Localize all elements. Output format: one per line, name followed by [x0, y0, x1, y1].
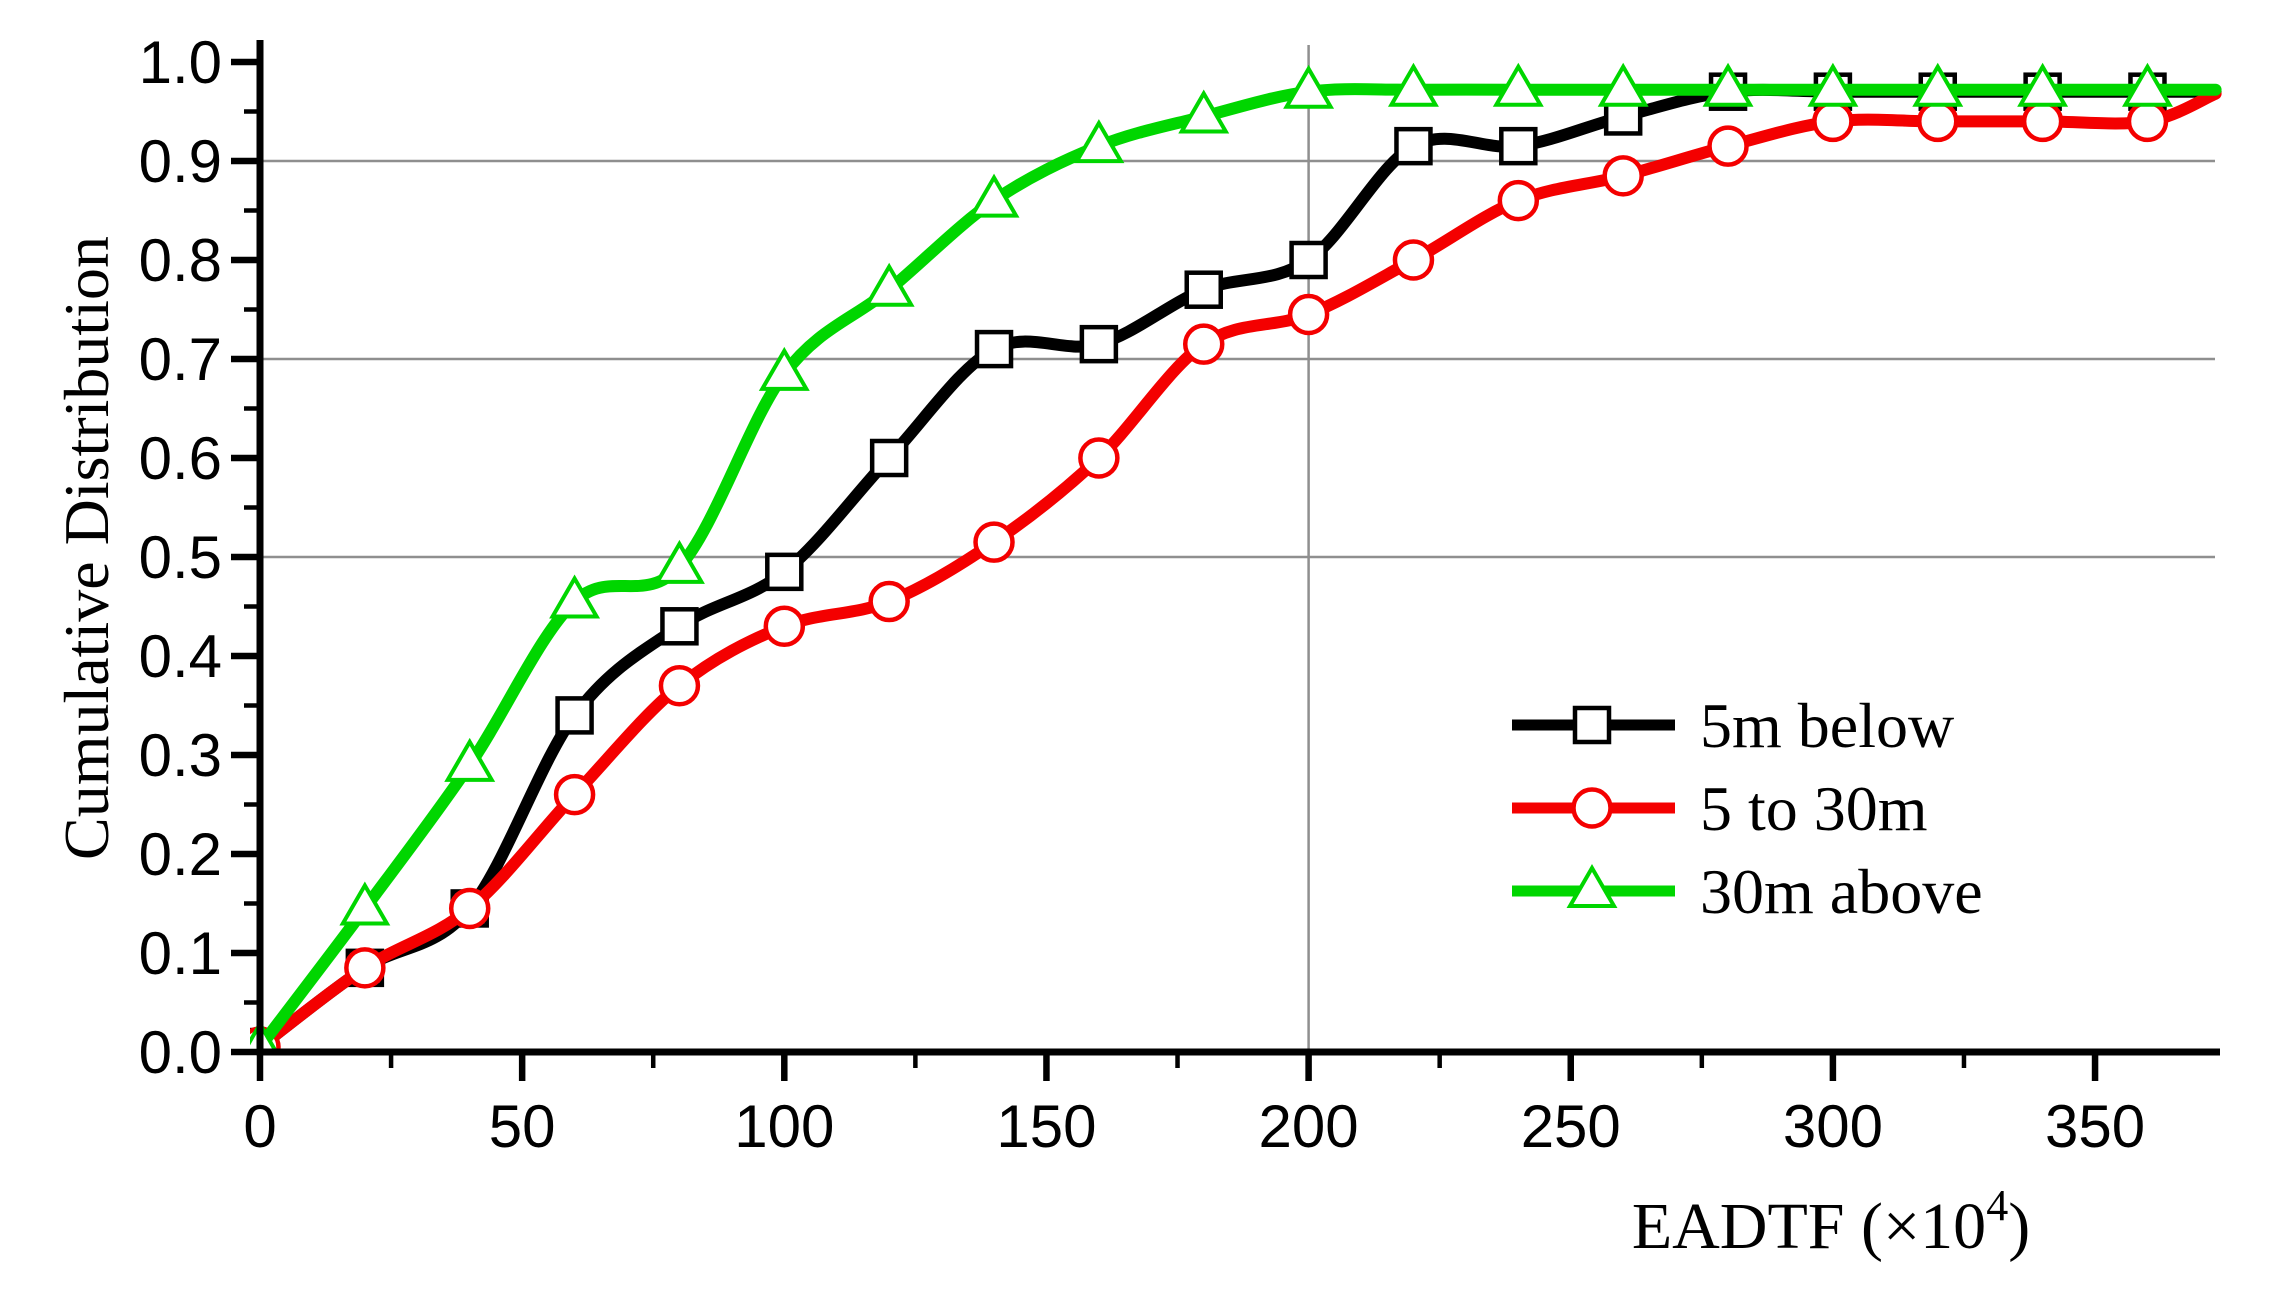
square-marker [1499, 126, 1538, 166]
circle-marker [1392, 239, 1435, 281]
triangle-marker [444, 737, 496, 782]
square-marker [765, 552, 804, 592]
legend-square-marker [1572, 705, 1612, 745]
circle-marker [1917, 100, 1959, 143]
triangle-marker [1178, 89, 1230, 134]
y-tick-label-0.9: 0.9 [139, 128, 222, 195]
legend-label-5m-below: 5m below [1700, 690, 1954, 761]
circle-marker [1497, 179, 1540, 222]
gridlines [262, 45, 2215, 1052]
triangle-marker [1492, 62, 1544, 107]
axis-titles: Cumulative Distribution EADTF (×104) [51, 236, 2030, 1263]
y-tick-label-0.4: 0.4 [139, 623, 222, 690]
y-tick-label-0.5: 0.5 [139, 524, 222, 591]
circle-marker [658, 664, 701, 707]
triangle-marker [549, 574, 601, 619]
circle-marker [1078, 437, 1120, 479]
square-marker [1289, 240, 1328, 280]
circle-marker [1287, 293, 1330, 336]
legend-label-5-to-30m: 5 to 30m [1700, 773, 1928, 844]
x-axis-title: EADTF (×104) [1632, 1181, 2030, 1263]
plot-series [250, 62, 2222, 1054]
triangle-marker [968, 173, 1020, 218]
square-marker [1079, 324, 1119, 364]
legend-circle-marker [1571, 787, 1613, 829]
circle-marker [763, 605, 806, 648]
triangle-marker [1912, 62, 1964, 107]
x-tick-label-150: 150 [996, 1093, 1096, 1160]
circle-marker [2126, 100, 2169, 143]
triangle-marker [1387, 62, 1439, 107]
y-tick-label-0.0: 0.0 [139, 1019, 222, 1086]
y-tick-label-0.1: 0.1 [139, 920, 222, 987]
x-tick-label-200: 200 [1259, 1093, 1359, 1160]
triangle-marker [1702, 62, 1754, 107]
triangle-marker [339, 881, 391, 926]
square-marker [660, 607, 699, 646]
triangle-marker [2122, 62, 2173, 107]
legend-entry-30m-above: 30m above [1512, 856, 1983, 927]
square-marker [555, 696, 594, 735]
y-tick-label-0.7: 0.7 [139, 326, 222, 393]
triangle-marker [863, 262, 915, 307]
y-tick-label-1.0: 1.0 [139, 29, 222, 96]
circle-marker [973, 521, 1015, 563]
y-tick-label-0.2: 0.2 [139, 821, 222, 888]
axes [231, 40, 2220, 1081]
x-tick-label-0: 0 [243, 1093, 276, 1160]
triangle-marker [1597, 62, 1649, 107]
triangle-marker [758, 346, 810, 391]
circle-marker [1602, 155, 1644, 197]
triangle-marker [653, 539, 705, 584]
legend-entry-5m-below: 5m below [1512, 690, 1954, 761]
circle-marker [2021, 100, 2064, 143]
x-tick-label-300: 300 [1783, 1093, 1883, 1160]
legend-label-30m-above: 30m above [1700, 856, 1983, 927]
series-line-30m-above [254, 83, 2222, 1053]
circle-marker [448, 887, 491, 930]
y-tick-label-0.8: 0.8 [139, 227, 222, 294]
y-axis-title: Cumulative Distribution [51, 236, 122, 860]
circle-marker [868, 580, 910, 623]
circle-marker [344, 947, 386, 989]
triangle-marker [1807, 62, 1859, 107]
triangle-marker [2017, 62, 2069, 107]
series-30m-above [250, 62, 2222, 1054]
square-marker [1184, 270, 1223, 309]
legend: 5m below 5 to 30m 30m above [1512, 690, 1983, 927]
square-marker [869, 438, 909, 478]
square-marker [974, 329, 1014, 369]
square-marker [1394, 126, 1433, 166]
circle-marker [1812, 100, 1854, 143]
tick-labels: 0 50 100 150 200 250 300 350 0.0 0.1 0.2 0.3 0.4 0.5 0… [139, 29, 2146, 1160]
circle-marker [1707, 125, 1749, 167]
legend-entry-5-to-30m: 5 to 30m [1512, 773, 1928, 844]
x-tick-label-50: 50 [489, 1093, 556, 1160]
x-tick-label-250: 250 [1521, 1093, 1621, 1160]
y-tick-label-0.3: 0.3 [139, 722, 222, 789]
y-tick-label-0.6: 0.6 [139, 425, 222, 492]
series-5-to-30m [250, 87, 2222, 1054]
x-tick-label-350: 350 [2045, 1093, 2145, 1160]
circle-marker [1182, 323, 1225, 365]
circle-marker [553, 773, 596, 816]
x-tick-label-100: 100 [734, 1093, 834, 1160]
legend-triangle-marker [1566, 864, 1618, 908]
triangle-marker [1073, 119, 1125, 164]
triangle-marker [1283, 64, 1335, 109]
